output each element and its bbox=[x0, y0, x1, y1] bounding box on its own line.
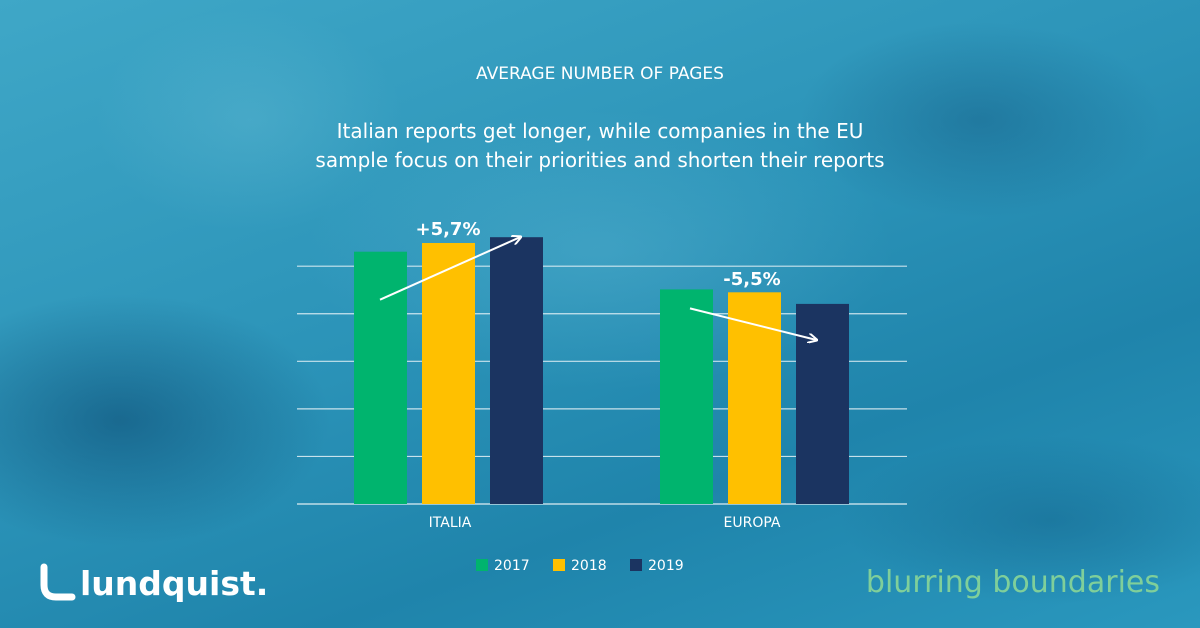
trend-arrow-europa bbox=[689, 307, 816, 340]
trend-arrow-italia bbox=[379, 237, 520, 301]
legend-swatch-2017 bbox=[476, 559, 488, 571]
legend-label-2019: 2019 bbox=[648, 558, 684, 574]
bar-europa-2019 bbox=[796, 303, 849, 504]
lundquist-logo: lundquist. bbox=[40, 563, 268, 603]
chart-subtitle-line-2: sample focus on their priorities and sho… bbox=[315, 148, 884, 172]
change-label-italia: +5,7% bbox=[415, 219, 480, 240]
legend-label-2018: 2018 bbox=[571, 558, 607, 574]
chart-subtitle-line-1: Italian reports get longer, while compan… bbox=[337, 119, 864, 143]
bar-europa-2017 bbox=[660, 289, 713, 504]
logo-mark-icon bbox=[40, 563, 76, 601]
tagline: blurring boundaries bbox=[866, 565, 1160, 600]
legend-swatch-2018 bbox=[553, 559, 565, 571]
legend-swatch-2019 bbox=[630, 559, 642, 571]
bar-italia-2018 bbox=[422, 243, 475, 504]
bar-italia-2017 bbox=[354, 251, 407, 504]
bar-italia-2019 bbox=[490, 237, 543, 504]
logo-text: lundquist. bbox=[80, 564, 268, 603]
category-label-italia: ITALIA bbox=[429, 515, 472, 531]
change-label-europa: -5,5% bbox=[723, 269, 780, 290]
legend: 2017 2018 2019 bbox=[476, 558, 684, 574]
chart-title: AVERAGE NUMBER OF PAGES bbox=[476, 64, 724, 84]
legend-label-2017: 2017 bbox=[494, 558, 530, 574]
bar-europa-2018 bbox=[728, 292, 781, 504]
category-label-europa: EUROPA bbox=[724, 515, 781, 531]
bars bbox=[354, 237, 849, 504]
trend-arrows bbox=[379, 237, 816, 340]
